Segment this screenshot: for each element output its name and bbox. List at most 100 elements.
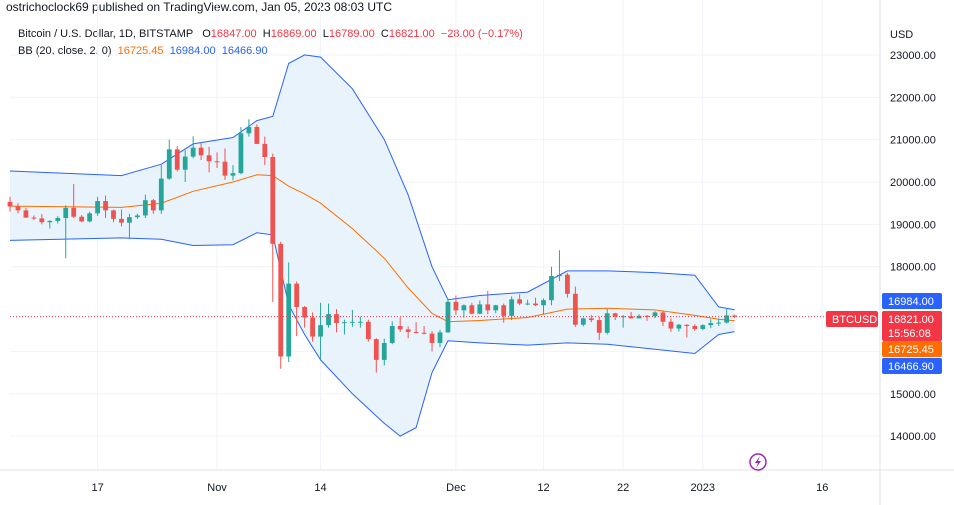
candle-body: [612, 313, 618, 317]
candle-24: [198, 142, 204, 160]
candle-body: [238, 133, 244, 174]
candle-25: [206, 146, 212, 173]
candle-91: [732, 314, 738, 318]
candle-body: [405, 329, 411, 332]
y-tick-label: 18000.00: [890, 262, 936, 274]
x-tick-label: 2023: [691, 482, 715, 494]
candle-52: [421, 326, 427, 335]
candle-27: [222, 148, 228, 180]
candle-54: [437, 329, 443, 348]
candle-body: [668, 321, 674, 329]
candle-body: [461, 305, 467, 311]
y-tick-label: 22000.00: [890, 92, 936, 104]
x-tick-label: 14: [314, 482, 326, 494]
candle-57: [461, 304, 467, 318]
candle-body: [421, 332, 427, 334]
candle-body: [254, 126, 260, 144]
bb-basis-line: [9, 174, 735, 323]
candle-body: [429, 333, 435, 343]
chart-legend: Bitcoin / U.S. Dollar, 1D, BITSTAMP O168…: [18, 26, 523, 60]
candle-88: [708, 319, 714, 329]
countdown-text: 15:56:08: [888, 328, 931, 340]
candle-body: [350, 321, 355, 323]
candle-14: [119, 209, 124, 227]
candle-body: [397, 326, 403, 330]
candle-body: [95, 201, 100, 214]
candle-body: [700, 325, 706, 329]
upper-band-badge: 16984.00: [882, 293, 942, 309]
candle-body: [190, 147, 196, 157]
candle-40: [326, 303, 331, 328]
candle-15: [127, 213, 132, 240]
symbol-title: Bitcoin / U.S. Dollar, 1D, BITSTAMP: [18, 28, 194, 40]
candle-body: [525, 303, 530, 305]
candle-body: [676, 324, 682, 329]
candle-body: [302, 306, 308, 318]
candle-body: [55, 218, 61, 221]
candle-body: [716, 322, 722, 324]
candle-body: [557, 274, 562, 277]
candle-77: [620, 314, 626, 328]
candle-45: [365, 319, 371, 342]
candle-39: [318, 302, 323, 360]
candle-body: [135, 215, 140, 218]
candle-33: [270, 153, 276, 302]
candle-body: [453, 301, 459, 311]
candle-32: [262, 136, 268, 166]
candle-body: [246, 126, 252, 134]
candle-51: [413, 322, 419, 334]
candle-body: [198, 147, 204, 156]
candle-22: [182, 150, 188, 182]
candle-body: [724, 315, 730, 323]
candle-body: [549, 276, 554, 301]
symbol-legend-row: Bitcoin / U.S. Dollar, 1D, BITSTAMP O168…: [18, 26, 523, 43]
y-tick-label: 14000.00: [890, 431, 936, 443]
candle-50: [405, 326, 411, 339]
lightning-icon[interactable]: [749, 453, 767, 471]
candle-body: [413, 331, 419, 333]
candle-12: [103, 195, 108, 218]
candle-58: [469, 302, 475, 315]
candle-20: [166, 139, 172, 180]
candle-5: [47, 220, 53, 229]
candle-61: [493, 304, 499, 314]
candle-60: [485, 290, 491, 315]
candle-17: [142, 194, 148, 218]
y-tick-label: 20000.00: [890, 177, 936, 189]
candle-43: [350, 309, 355, 327]
candle-31: [254, 124, 260, 144]
candle-body: [222, 161, 228, 176]
candle-47: [381, 338, 387, 366]
candle-body: [166, 149, 172, 179]
candle-body: [63, 207, 69, 218]
candle-body: [509, 299, 515, 316]
candle-body: [158, 178, 164, 211]
bb-upper-line: [9, 54, 735, 311]
candle-body: [501, 305, 507, 316]
candle-body: [182, 156, 188, 170]
candle-62: [501, 303, 507, 323]
candle-86: [692, 324, 698, 331]
price-axis[interactable]: 23000.00 22000.00 21000.00 20000.00 19000.00…: [890, 50, 936, 443]
x-tick-label: 17: [91, 482, 103, 494]
candle-body: [565, 274, 570, 294]
symbol-badge-text: BTCUSD: [832, 314, 877, 326]
candle-36: [294, 281, 300, 337]
candle-body: [15, 206, 21, 211]
y-tick-label: 19000.00: [890, 219, 936, 231]
candle-64: [517, 294, 523, 306]
candle-75: [604, 309, 610, 335]
x-tick-label: 16: [816, 482, 828, 494]
candle-84: [676, 323, 682, 332]
candle-body: [278, 243, 284, 357]
candle-13: [111, 209, 116, 223]
lower-band-badge-text: 16466.90: [888, 361, 934, 373]
candle-body: [604, 313, 610, 333]
candle-body: [262, 143, 268, 158]
time-axis[interactable]: 17 Nov 14 Dec 12 22 2023 16: [91, 482, 828, 494]
candle-body: [79, 216, 85, 222]
candle-body: [174, 149, 180, 170]
candle-body: [326, 314, 331, 326]
publisher-line: ostrichoclock69 published on TradingView…: [6, 0, 393, 14]
